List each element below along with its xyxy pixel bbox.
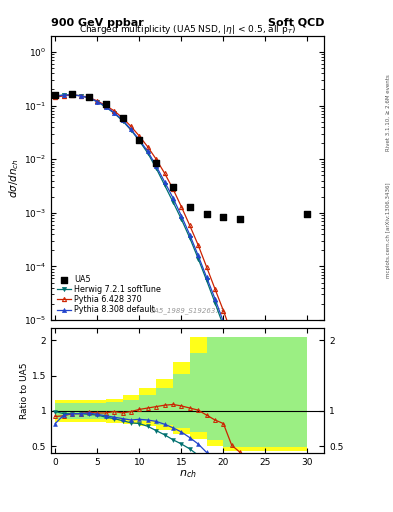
Pythia 6.428 370 (112, 108, 116, 114)
Pythia 6.428 370 (120, 115, 125, 121)
Herwig 7.2.1 softTune (171, 199, 175, 205)
X-axis label: $n_{ch}$: $n_{ch}$ (179, 468, 196, 480)
Pythia 8.308 default (162, 179, 167, 185)
Text: Rivet 3.1.10, ≥ 2.6M events: Rivet 3.1.10, ≥ 2.6M events (386, 74, 391, 151)
Text: Soft QCD: Soft QCD (268, 18, 324, 28)
Y-axis label: $d\sigma/dn_{ch}$: $d\sigma/dn_{ch}$ (7, 158, 21, 198)
Pythia 8.308 default (86, 95, 91, 101)
Herwig 7.2.1 softTune (187, 235, 192, 241)
Pythia 8.308 default (112, 110, 116, 116)
Herwig 7.2.1 softTune (129, 127, 133, 133)
Pythia 6.428 370 (187, 222, 192, 228)
Pythia 6.428 370 (238, 354, 242, 360)
UA5 (204, 210, 210, 218)
Pythia 8.308 default (95, 98, 100, 104)
Herwig 7.2.1 softTune (103, 104, 108, 110)
UA5 (119, 114, 126, 122)
Herwig 7.2.1 softTune (162, 182, 167, 188)
Y-axis label: Ratio to UA5: Ratio to UA5 (20, 362, 29, 419)
Pythia 6.428 370 (53, 94, 58, 100)
Pythia 8.308 default (129, 126, 133, 133)
Pythia 8.308 default (213, 295, 217, 302)
UA5 (237, 216, 243, 224)
Pythia 8.308 default (53, 93, 58, 99)
Pythia 6.428 370 (137, 133, 142, 139)
Pythia 6.428 370 (196, 242, 200, 248)
Pythia 8.308 default (187, 231, 192, 238)
Pythia 6.428 370 (305, 400, 310, 407)
Pythia 6.428 370 (204, 264, 209, 270)
Pythia 8.308 default (120, 117, 125, 123)
Legend: UA5, Herwig 7.2.1 softTune, Pythia 6.428 370, Pythia 8.308 default: UA5, Herwig 7.2.1 softTune, Pythia 6.428… (55, 273, 163, 316)
Herwig 7.2.1 softTune (95, 99, 100, 105)
Pythia 6.428 370 (213, 286, 217, 292)
Herwig 7.2.1 softTune (238, 372, 242, 378)
Pythia 6.428 370 (78, 93, 83, 99)
Pythia 6.428 370 (61, 93, 66, 99)
Herwig 7.2.1 softTune (86, 95, 91, 101)
Pythia 6.428 370 (179, 204, 184, 210)
Herwig 7.2.1 softTune (120, 118, 125, 124)
Text: UA5_1989_S1926373: UA5_1989_S1926373 (150, 308, 225, 314)
Pythia 6.428 370 (86, 94, 91, 100)
Pythia 8.308 default (179, 212, 184, 219)
Pythia 6.428 370 (145, 144, 150, 150)
Pythia 6.428 370 (129, 123, 133, 130)
Herwig 7.2.1 softTune (112, 110, 116, 116)
Line: Pythia 8.308 default: Pythia 8.308 default (53, 93, 310, 418)
Pythia 8.308 default (196, 252, 200, 259)
Pythia 6.428 370 (221, 308, 226, 314)
Pythia 8.308 default (103, 103, 108, 110)
Herwig 7.2.1 softTune (221, 323, 226, 329)
Pythia 8.308 default (230, 342, 234, 348)
Pythia 8.308 default (221, 318, 226, 325)
Herwig 7.2.1 softTune (78, 93, 83, 99)
Herwig 7.2.1 softTune (70, 92, 74, 98)
UA5 (187, 203, 193, 211)
Pythia 8.308 default (70, 92, 74, 98)
Pythia 6.428 370 (103, 102, 108, 109)
Pythia 6.428 370 (95, 98, 100, 104)
Line: Pythia 6.428 370: Pythia 6.428 370 (53, 93, 310, 406)
Pythia 8.308 default (61, 92, 66, 98)
UA5 (220, 212, 226, 221)
Text: 900 GeV ppbar: 900 GeV ppbar (51, 18, 144, 28)
Pythia 6.428 370 (162, 170, 167, 176)
Pythia 8.308 default (154, 163, 158, 169)
Pythia 6.428 370 (70, 92, 74, 98)
Pythia 6.428 370 (230, 331, 234, 337)
UA5 (69, 90, 75, 98)
Herwig 7.2.1 softTune (61, 92, 66, 98)
Pythia 8.308 default (238, 366, 242, 372)
Title: Charged multiplicity (UA5 NSD, $|\eta|$ < 0.5, all p$_T$): Charged multiplicity (UA5 NSD, $|\eta|$ … (79, 23, 296, 36)
UA5 (153, 159, 159, 167)
UA5 (103, 100, 109, 109)
Pythia 8.308 default (145, 148, 150, 155)
Text: mcplots.cern.ch [arXiv:1306.3436]: mcplots.cern.ch [arXiv:1306.3436] (386, 183, 391, 278)
Herwig 7.2.1 softTune (137, 138, 142, 144)
Herwig 7.2.1 softTune (230, 347, 234, 353)
Herwig 7.2.1 softTune (213, 300, 217, 306)
Line: Herwig 7.2.1 softTune: Herwig 7.2.1 softTune (53, 93, 310, 425)
UA5 (304, 210, 310, 218)
Herwig 7.2.1 softTune (154, 165, 158, 171)
UA5 (52, 91, 59, 99)
Herwig 7.2.1 softTune (204, 277, 209, 283)
Pythia 8.308 default (305, 413, 310, 419)
UA5 (170, 183, 176, 191)
UA5 (136, 136, 143, 144)
UA5 (86, 93, 92, 101)
Pythia 8.308 default (78, 93, 83, 99)
Herwig 7.2.1 softTune (145, 150, 150, 156)
Pythia 8.308 default (204, 274, 209, 280)
Herwig 7.2.1 softTune (305, 420, 310, 426)
Herwig 7.2.1 softTune (53, 93, 58, 99)
Pythia 8.308 default (171, 195, 175, 201)
Pythia 6.428 370 (154, 156, 158, 162)
Pythia 8.308 default (137, 137, 142, 143)
Herwig 7.2.1 softTune (196, 255, 200, 262)
Herwig 7.2.1 softTune (179, 216, 184, 222)
Pythia 6.428 370 (171, 186, 175, 192)
